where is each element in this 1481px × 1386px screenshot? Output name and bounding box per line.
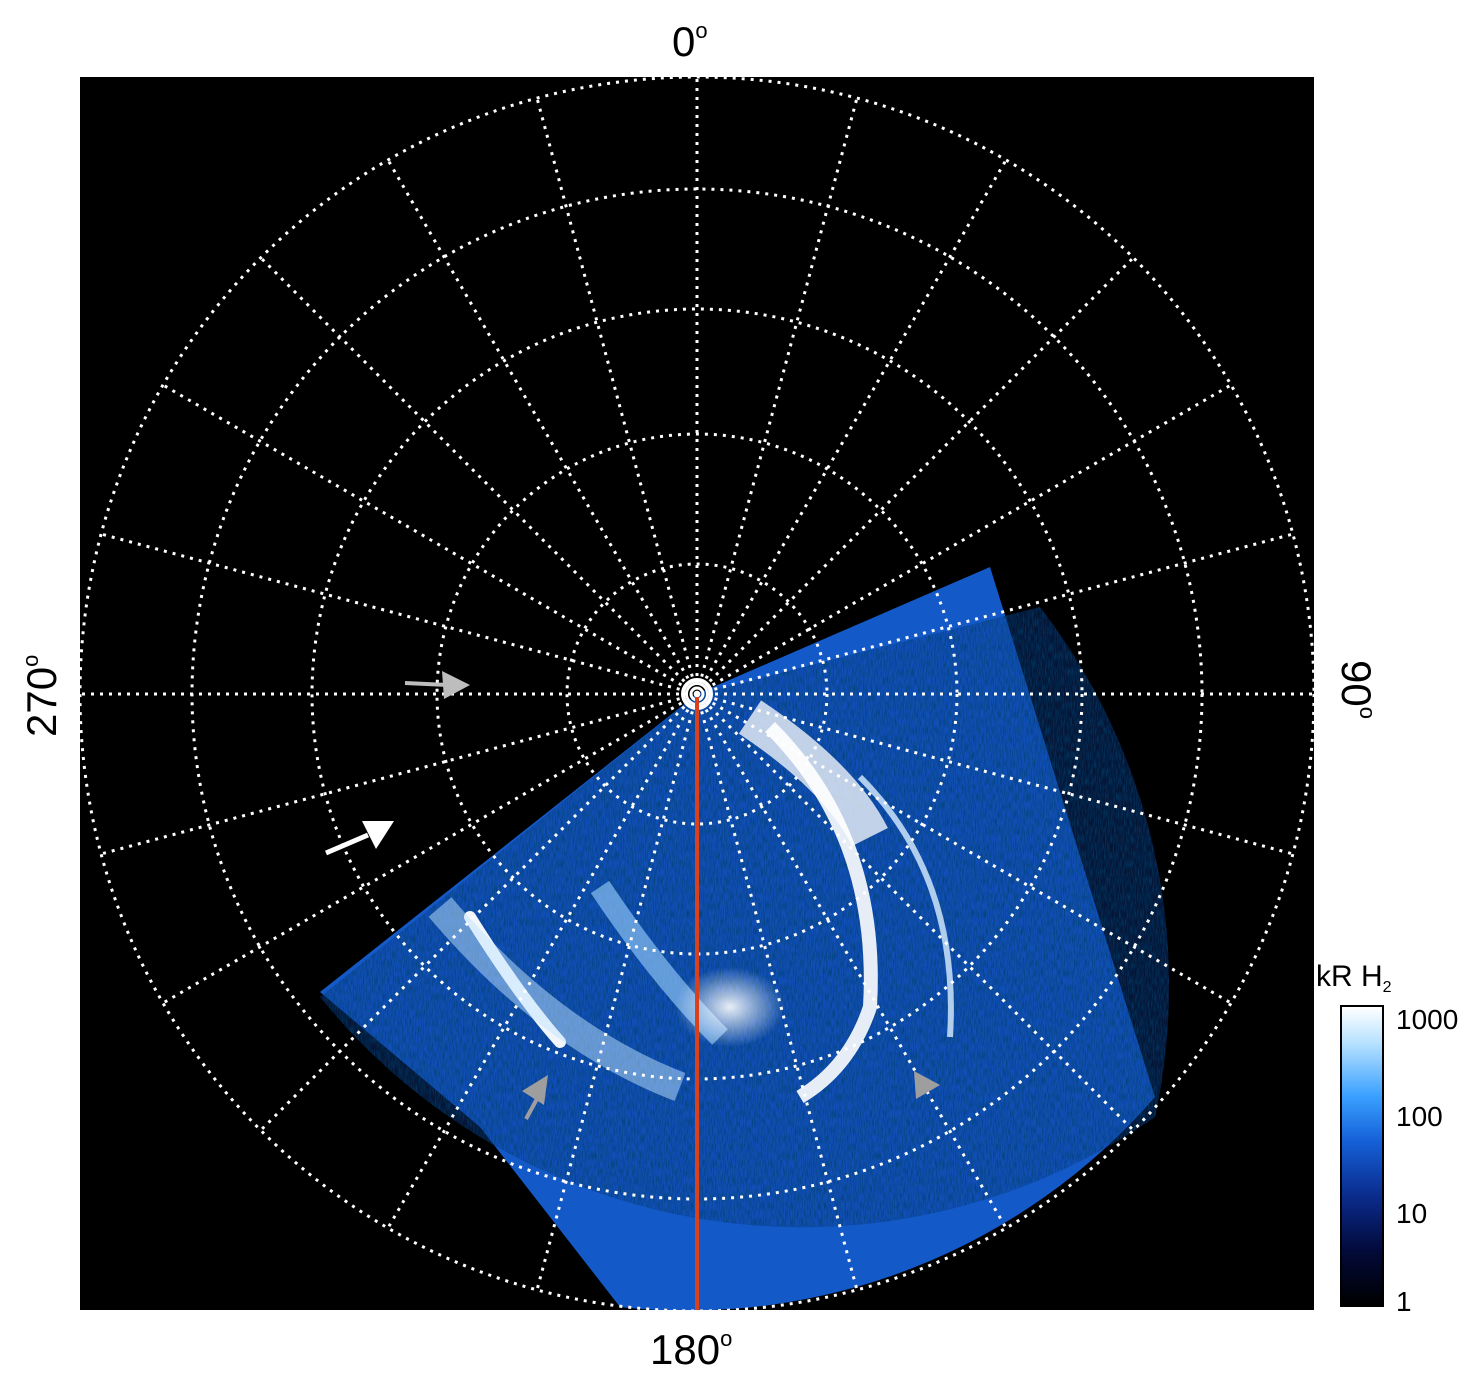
colorbar-tick-1000: 1000: [1396, 1004, 1459, 1035]
latitude-circle-1: [565, 562, 829, 826]
label-180-deg: 180o: [650, 1326, 733, 1373]
meridian-225: [259, 692, 699, 1132]
meridian-120: [696, 692, 1232, 1005]
meridian-75: [696, 532, 1294, 696]
meridian-135: [695, 692, 1135, 1132]
colorbar-tick-100: 100: [1396, 1101, 1443, 1132]
polar-projection-map: [80, 77, 1314, 1310]
secondary-arc-right: [857, 774, 954, 1038]
colorbar-title: kR H2: [1316, 960, 1392, 996]
annotation-arrow-4: [914, 1071, 940, 1099]
meridian-195: [535, 693, 699, 1291]
annotation-arrow-2: [325, 821, 394, 856]
meridian-165: [695, 693, 859, 1291]
meridian-240: [162, 692, 698, 1005]
meridian-285: [100, 532, 698, 696]
colorbar-tick-10: 10: [1396, 1198, 1428, 1229]
polar-map-svg: [80, 77, 1314, 1310]
meridian-210: [386, 693, 699, 1229]
bright-spot: [675, 967, 785, 1047]
annotation-arrow-3: [522, 1075, 548, 1120]
colorbar: [1340, 1005, 1384, 1307]
meridian-255: [100, 692, 698, 856]
meridian-150: [695, 693, 1008, 1229]
colorbar-tick-1: 1: [1396, 1286, 1412, 1317]
meridian-30: [695, 159, 1008, 695]
meridian-300: [162, 383, 698, 696]
meridian-105: [696, 692, 1294, 856]
meridian-315: [259, 256, 699, 696]
bright-band-center: [738, 700, 888, 847]
meridian-60: [696, 383, 1232, 696]
meridian-45: [695, 256, 1135, 696]
meridian-330: [386, 159, 699, 695]
label-0-deg: 0o: [672, 18, 708, 65]
annotation-arrow-1: [404, 671, 470, 699]
meridian-345: [535, 97, 699, 695]
label-270-deg: 270o: [18, 654, 65, 737]
meridian-15: [695, 97, 859, 695]
latitude-circle-2: [435, 432, 959, 956]
diffuse-band-left: [428, 897, 686, 1101]
label-90-deg: 90o: [1333, 660, 1380, 719]
